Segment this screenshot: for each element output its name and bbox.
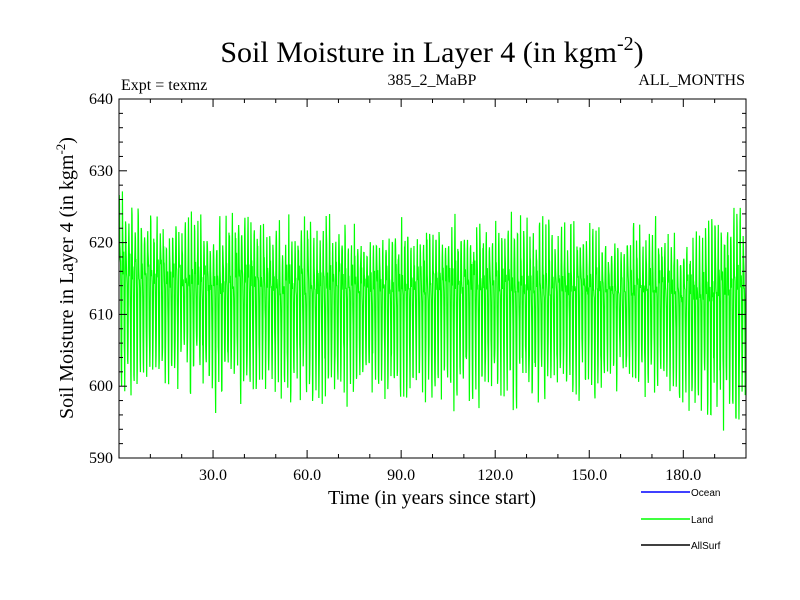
x-tick-label: 90.0: [387, 467, 415, 484]
plot-data-layer: [119, 191, 746, 431]
x-tick-label: 180.0: [665, 467, 701, 484]
series-line-land: [119, 191, 746, 431]
x-tick-label: 30.0: [199, 467, 227, 484]
y-tick-label: 600: [89, 378, 113, 395]
x-tick-label: 60.0: [293, 467, 321, 484]
x-axis-ticks: 30.0 60.0 90.0 120.0 150.0 180.0: [149, 99, 716, 484]
legend-label-ocean: Ocean: [691, 488, 720, 499]
legend: Ocean Land AllSurf: [641, 488, 721, 552]
y-axis-label: Soil Moisture in Layer 4 (in kgm-2): [53, 137, 78, 419]
y-tick-label: 640: [89, 91, 113, 108]
x-tick-label: 150.0: [571, 467, 607, 484]
x-axis-label: Time (in years since start): [328, 487, 536, 509]
chart-title: Soil Moisture in Layer 4 (in kgm-2): [220, 33, 643, 69]
y-tick-label: 610: [89, 306, 113, 323]
legend-label-land: Land: [691, 515, 713, 526]
y-tick-label: 630: [89, 163, 113, 180]
y-tick-label: 590: [89, 450, 113, 467]
legend-label-allsurf: AllSurf: [691, 541, 721, 552]
chart-subtitle-months: ALL_MONTHS: [638, 72, 745, 89]
chart-subtitle-experiment: Expt = texmz: [121, 77, 207, 94]
x-tick-label: 120.0: [477, 467, 513, 484]
chart-subtitle-period: 385_2_MaBP: [388, 72, 477, 89]
y-tick-label: 620: [89, 235, 113, 252]
y-axis-ticks: 590 600 610 620 630 640: [89, 91, 746, 467]
